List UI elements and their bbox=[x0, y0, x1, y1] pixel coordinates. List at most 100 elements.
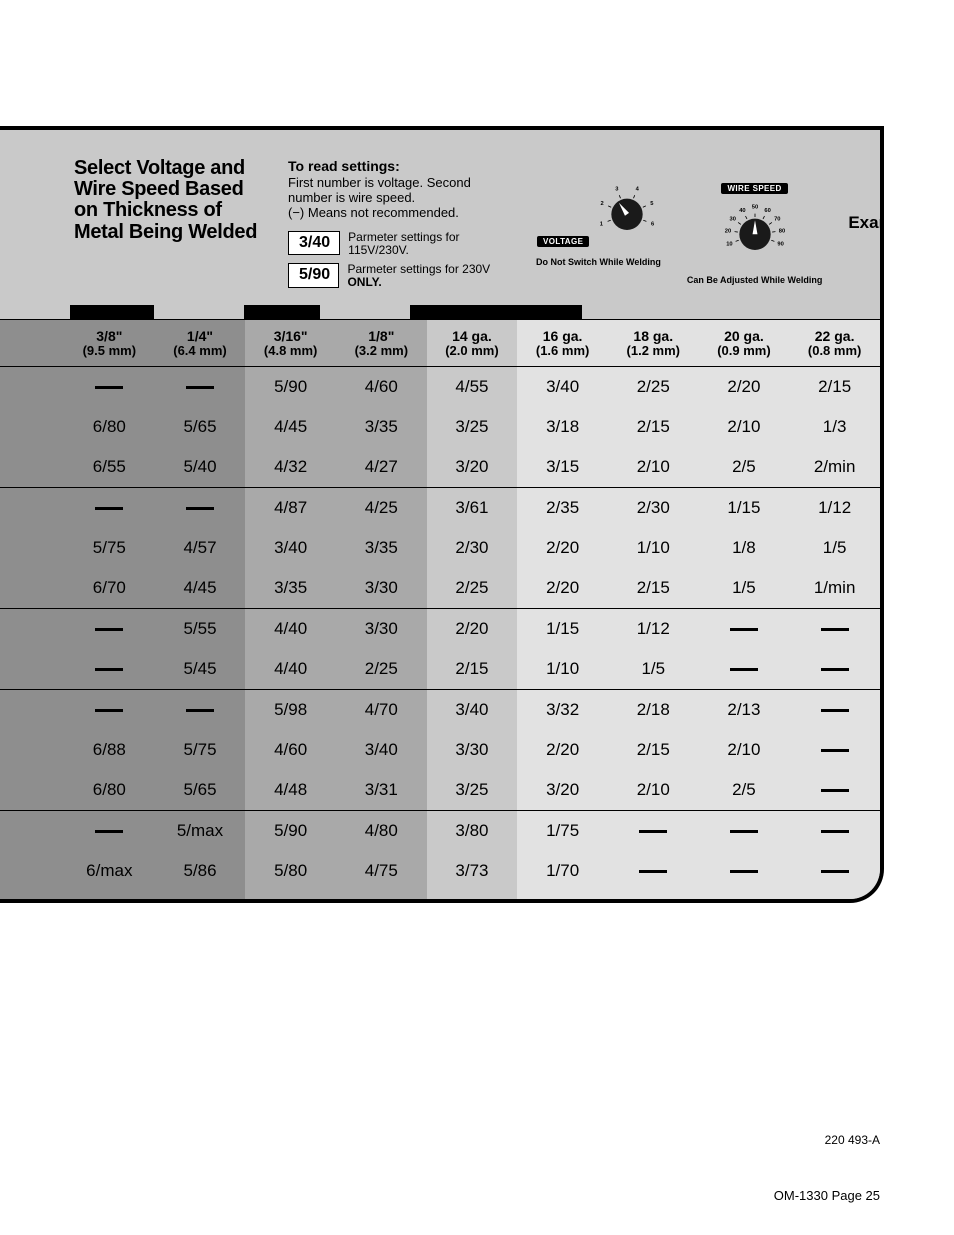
table-cell: 1/10 bbox=[517, 649, 608, 690]
table-cell: 1/12 bbox=[608, 609, 699, 650]
table-cell: 4/80 bbox=[336, 811, 427, 852]
not-recommended-dash bbox=[95, 507, 123, 510]
table-cell bbox=[155, 488, 246, 529]
table-cell: 6/70 bbox=[64, 568, 155, 609]
table-cell bbox=[789, 649, 880, 690]
table-cell: 3/40 bbox=[517, 367, 608, 408]
table-cell: 2/20 bbox=[517, 568, 608, 609]
table-row: 6/805/654/483/313/253/202/102/5 bbox=[0, 770, 880, 811]
table-row: 6/555/404/324/273/203/152/102/52/min bbox=[0, 447, 880, 488]
table-cell bbox=[699, 851, 790, 899]
table-cell: 1/5 bbox=[608, 649, 699, 690]
table-cell: 1/5 bbox=[789, 528, 880, 568]
table-cell: 5/75 bbox=[155, 730, 246, 770]
table-cell: 2/10 bbox=[608, 447, 699, 488]
table-row: 6/885/754/603/403/302/202/152/10 bbox=[0, 730, 880, 770]
table-row: 5/454/402/252/151/101/5 bbox=[0, 649, 880, 690]
table-cell: 4/45 bbox=[245, 407, 336, 447]
table-cell: 2/10 bbox=[699, 730, 790, 770]
table-cell: 2/20 bbox=[699, 367, 790, 408]
table-cell: 2/5 bbox=[699, 770, 790, 811]
svg-text:90: 90 bbox=[777, 241, 783, 247]
table-cell: 2/5 bbox=[699, 447, 790, 488]
table-cell: 3/18 bbox=[517, 407, 608, 447]
not-recommended-dash bbox=[821, 870, 849, 873]
table-cell: 2/25 bbox=[608, 367, 699, 408]
table-row: 5/754/573/403/352/302/201/101/81/5 bbox=[0, 528, 880, 568]
dials-block: VOLTAGE 123456 Do Not Switch While Weldi… bbox=[536, 158, 880, 285]
table-cell: 3/35 bbox=[336, 407, 427, 447]
table-cell: 2/15 bbox=[608, 568, 699, 609]
table-cell: 4/40 bbox=[245, 649, 336, 690]
not-recommended-dash bbox=[186, 709, 214, 712]
svg-text:5: 5 bbox=[650, 201, 654, 207]
table-cell bbox=[789, 811, 880, 852]
read-settings-block: To read settings: First number is voltag… bbox=[288, 158, 518, 295]
page-title: Select Voltage and Wire Speed Based on T… bbox=[74, 158, 270, 243]
table-cell: 3/25 bbox=[427, 407, 518, 447]
table-cell: 4/55 bbox=[427, 367, 518, 408]
table-cell: 5/40 bbox=[155, 447, 246, 488]
not-recommended-dash bbox=[730, 830, 758, 833]
table-cell: 3/20 bbox=[517, 770, 608, 811]
table-cell: 6/88 bbox=[64, 730, 155, 770]
table-cell: 5/65 bbox=[155, 770, 246, 811]
setting-legend-row: 3/40 Parmeter settings for 115V/230V. bbox=[288, 231, 518, 257]
not-recommended-dash bbox=[186, 507, 214, 510]
table-cell: 1/3 bbox=[789, 407, 880, 447]
table-row: 5/904/604/553/402/252/202/15 bbox=[0, 367, 880, 408]
table-cell: 2/30 bbox=[427, 528, 518, 568]
table-cell: 4/48 bbox=[245, 770, 336, 811]
table-cell bbox=[64, 609, 155, 650]
table-cell: 1/70 bbox=[517, 851, 608, 899]
svg-text:40: 40 bbox=[739, 208, 745, 214]
black-tab bbox=[244, 305, 320, 319]
black-tab bbox=[410, 305, 582, 319]
table-cell: 2/20 bbox=[427, 609, 518, 650]
not-recommended-dash bbox=[639, 830, 667, 833]
not-recommended-dash bbox=[95, 668, 123, 671]
table-cell: 3/30 bbox=[427, 730, 518, 770]
column-header: 18 ga.(1.2 mm) bbox=[608, 320, 699, 367]
table-cell bbox=[789, 770, 880, 811]
svg-text:30: 30 bbox=[729, 216, 735, 222]
table-row: 5/max5/904/803/801/75 bbox=[0, 811, 880, 852]
svg-text:50: 50 bbox=[751, 205, 757, 211]
column-header: 3/16"(4.8 mm) bbox=[245, 320, 336, 367]
table-cell bbox=[699, 811, 790, 852]
settings-panel: Select Voltage and Wire Speed Based on T… bbox=[0, 126, 884, 903]
table-cell: 3/40 bbox=[245, 528, 336, 568]
table-cell: 4/25 bbox=[336, 488, 427, 529]
not-recommended-dash bbox=[730, 668, 758, 671]
table-cell: 4/60 bbox=[336, 367, 427, 408]
table-cell: 2/10 bbox=[608, 770, 699, 811]
column-header: 14 ga.(2.0 mm) bbox=[427, 320, 518, 367]
table-cell: 1/75 bbox=[517, 811, 608, 852]
table-cell: 3/80 bbox=[427, 811, 518, 852]
table-cell: 6/max bbox=[64, 851, 155, 899]
table-cell: 2/25 bbox=[427, 568, 518, 609]
table-cell: 2/18 bbox=[608, 690, 699, 731]
table-cell: 3/40 bbox=[336, 730, 427, 770]
table-cell: 6/80 bbox=[64, 407, 155, 447]
table-header-row: 3/8"(9.5 mm)1/4"(6.4 mm)3/16"(4.8 mm)1/8… bbox=[0, 320, 880, 367]
wirespeed-pill: WIRE SPEED bbox=[721, 183, 787, 194]
table-cell bbox=[789, 690, 880, 731]
column-header: 3/8"(9.5 mm) bbox=[64, 320, 155, 367]
table-cell bbox=[608, 851, 699, 899]
svg-text:3: 3 bbox=[615, 187, 618, 193]
setting-desc-230-pre: Parmeter settings for 230V bbox=[347, 262, 490, 276]
svg-text:70: 70 bbox=[774, 216, 780, 222]
table-cell: 5/45 bbox=[155, 649, 246, 690]
table-cell: 3/40 bbox=[427, 690, 518, 731]
wirespeed-dial-icon: 102030405060708090 bbox=[722, 198, 788, 264]
table-cell: 2/15 bbox=[427, 649, 518, 690]
table-cell: 1/5 bbox=[699, 568, 790, 609]
table-cell: 2/25 bbox=[336, 649, 427, 690]
not-recommended-dash bbox=[95, 628, 123, 631]
table-cell: 5/65 bbox=[155, 407, 246, 447]
document-code: 220 493-A bbox=[825, 1133, 880, 1147]
table-cell: 4/70 bbox=[336, 690, 427, 731]
table-cell: 1/min bbox=[789, 568, 880, 609]
table-cell: 4/60 bbox=[245, 730, 336, 770]
